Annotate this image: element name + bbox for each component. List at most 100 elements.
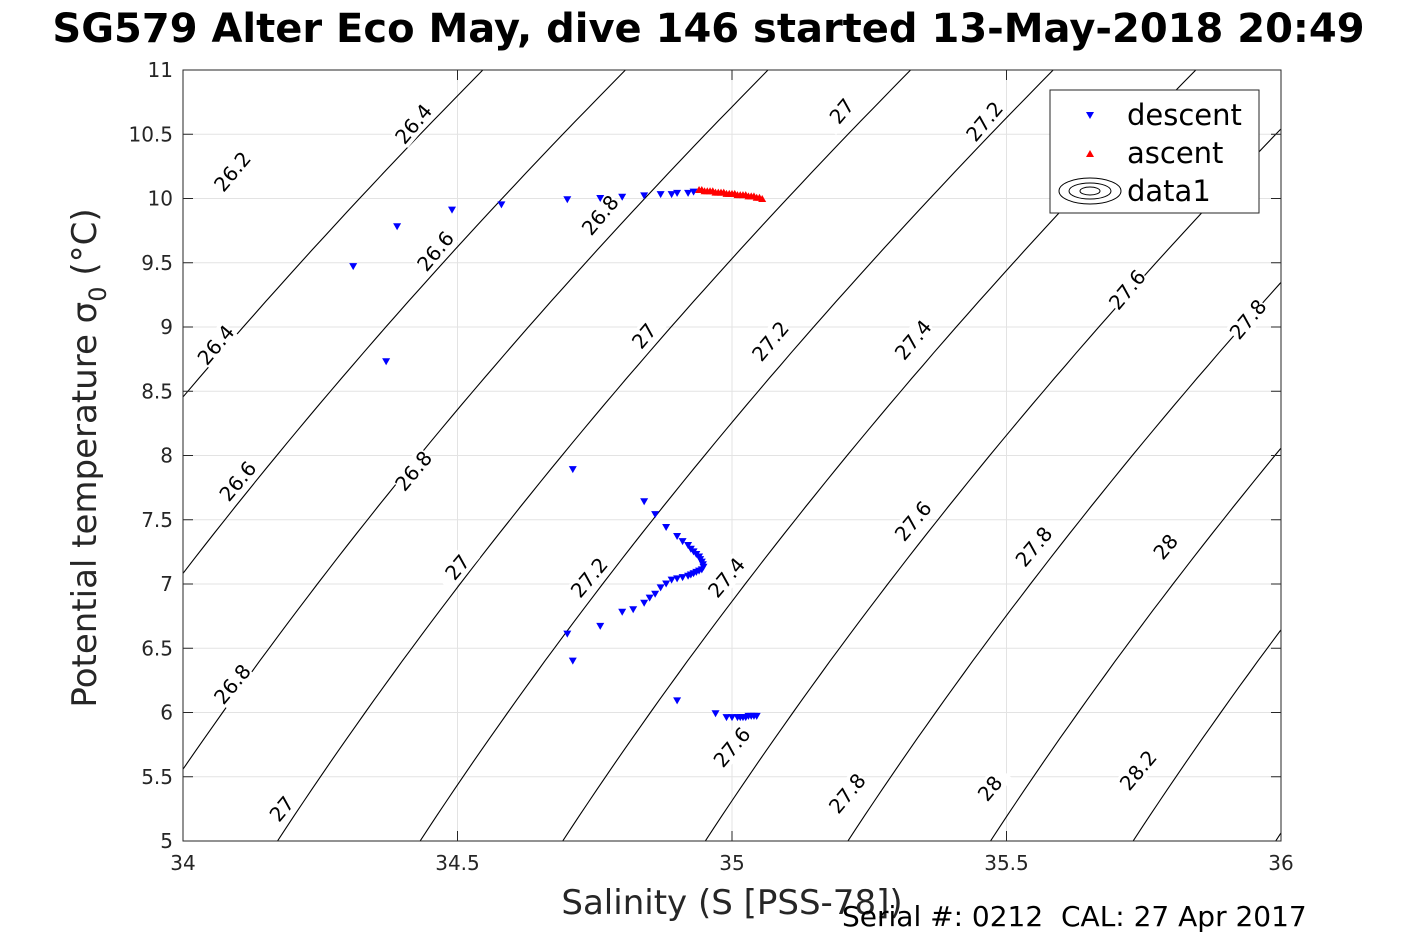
descent-marker bbox=[497, 201, 506, 209]
contour-label-bg bbox=[1143, 522, 1189, 571]
contour-line bbox=[183, 70, 627, 575]
y-tick-label: 5 bbox=[160, 829, 173, 853]
descent-marker bbox=[563, 630, 572, 638]
descent-marker bbox=[448, 206, 457, 214]
contour-label-bg bbox=[391, 100, 437, 148]
y-tick-label: 10 bbox=[148, 187, 173, 211]
y-tick-label: 8.5 bbox=[141, 379, 173, 403]
contour-line bbox=[847, 281, 1281, 841]
contour-label-bg bbox=[566, 553, 612, 602]
descent-marker bbox=[382, 358, 391, 366]
contour-label-bg bbox=[577, 191, 623, 240]
descent-marker bbox=[656, 191, 665, 199]
descent-marker bbox=[618, 193, 627, 201]
serial-footer: Serial #: 0212 CAL: 27 Apr 2017 bbox=[842, 900, 1307, 933]
legend-box bbox=[1049, 89, 1260, 214]
contour-label-bg bbox=[209, 147, 255, 196]
contour-line bbox=[276, 70, 912, 841]
contour-line bbox=[419, 70, 1054, 841]
contour-label-bg bbox=[1225, 295, 1271, 344]
descent-marker bbox=[711, 710, 720, 718]
contour-label-bg bbox=[1011, 522, 1057, 571]
descent-marker bbox=[684, 189, 693, 197]
contour-label-bg bbox=[391, 446, 437, 495]
descent-marker bbox=[662, 523, 671, 531]
chart-title: SG579 Alter Eco May, dive 146 started 13… bbox=[52, 6, 1365, 52]
legend-descent-marker bbox=[1086, 112, 1094, 119]
descent-marker bbox=[596, 622, 605, 630]
data-markers bbox=[349, 186, 767, 722]
y-tick-label: 6.5 bbox=[141, 636, 173, 660]
descent-marker bbox=[678, 538, 687, 546]
contour-label-bg bbox=[1115, 746, 1161, 795]
contour-label-bg bbox=[193, 321, 239, 369]
x-tick-label: 34.5 bbox=[435, 851, 480, 875]
contour-label-bg bbox=[961, 97, 1008, 146]
legend-ascent-label: ascent bbox=[1127, 136, 1223, 170]
y-tick-label: 7 bbox=[160, 572, 173, 596]
y-tick-label: 8 bbox=[160, 444, 173, 468]
y-tick-labels: 5 5.5 6 6.5 7 7.5 8 8.5 9 9.5 10 10.5 11 bbox=[128, 58, 173, 853]
descent-marker bbox=[673, 697, 682, 705]
legend-ascent-marker bbox=[1086, 150, 1094, 157]
contour-label-bg bbox=[209, 660, 255, 709]
legend-data1-contour-icon bbox=[1058, 177, 1122, 205]
contour-line bbox=[1132, 628, 1281, 841]
descent-marker bbox=[728, 714, 736, 722]
descent-marker bbox=[673, 532, 682, 540]
contour-label-bg bbox=[434, 543, 481, 592]
legend-descent-label: descent bbox=[1127, 98, 1242, 132]
contour-label-bg bbox=[621, 312, 667, 360]
contour-label-bg bbox=[412, 227, 459, 276]
x-tick-label: 35.5 bbox=[984, 851, 1029, 875]
descent-marker bbox=[689, 188, 698, 196]
descent-marker bbox=[684, 541, 693, 549]
contour-label-bg bbox=[1104, 265, 1150, 314]
x-tick-label: 35 bbox=[719, 851, 744, 875]
contour-label-bg bbox=[890, 315, 936, 364]
x-tick-label: 36 bbox=[1268, 851, 1293, 875]
descent-marker bbox=[568, 466, 577, 474]
contour-line bbox=[183, 70, 484, 398]
contour-label-bg bbox=[703, 553, 750, 602]
descent-marker bbox=[568, 657, 577, 665]
descent-marker bbox=[596, 195, 605, 202]
descent-marker bbox=[645, 594, 654, 602]
descent-marker bbox=[618, 608, 627, 616]
descent-marker bbox=[752, 712, 761, 720]
contour-label-bg bbox=[747, 317, 793, 366]
legend: descent ascent data1 bbox=[1049, 89, 1260, 214]
descent-marker bbox=[640, 599, 649, 607]
y-tick-label: 11 bbox=[148, 58, 173, 82]
contour-label-bg bbox=[819, 87, 865, 136]
descent-marker bbox=[640, 498, 649, 506]
descent-marker bbox=[651, 511, 660, 519]
descent-marker bbox=[662, 580, 671, 588]
descent-marker bbox=[393, 223, 402, 231]
axis-ticks bbox=[182, 69, 1282, 842]
x-tick-labels: 34 34.5 35 35.5 36 bbox=[170, 851, 1293, 875]
contour-label-bg bbox=[890, 497, 936, 545]
y-tick-label: 6 bbox=[160, 701, 173, 725]
descent-marker bbox=[349, 263, 358, 271]
y-tick-label: 9 bbox=[160, 315, 173, 339]
descent-marker bbox=[640, 192, 649, 200]
legend-data1-label: data1 bbox=[1127, 174, 1211, 208]
contour-label-bg bbox=[215, 457, 261, 506]
descent-marker bbox=[563, 196, 572, 204]
descent-marker bbox=[673, 189, 682, 197]
x-axis-label: Salinity (S [PSS-78]) bbox=[561, 883, 902, 923]
x-tick-label: 34 bbox=[170, 851, 195, 875]
y-axis-label: Potential temperature σ0 (°C) bbox=[65, 208, 112, 707]
descent-marker bbox=[722, 714, 731, 722]
y-tick-label: 9.5 bbox=[141, 251, 173, 275]
descent-marker bbox=[651, 590, 660, 598]
descent-marker bbox=[629, 606, 638, 614]
descent-marker bbox=[667, 191, 676, 199]
contour-label-bg bbox=[259, 784, 305, 833]
y-tick-label: 7.5 bbox=[141, 508, 173, 532]
ascent-marker bbox=[758, 195, 767, 202]
contour-label-bg bbox=[709, 723, 755, 772]
y-tick-label: 5.5 bbox=[141, 765, 173, 789]
